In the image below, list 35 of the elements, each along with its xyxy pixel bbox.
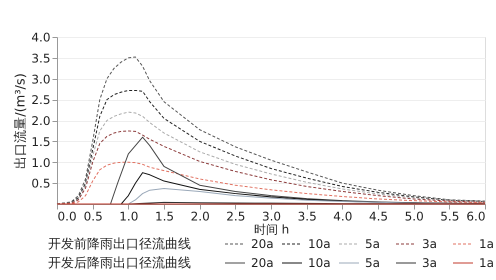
y-axis-title: 出口流量/(m³/s): [12, 73, 28, 169]
legend-label: 10a: [308, 237, 331, 251]
x-tick-label: 4.5: [368, 210, 388, 224]
x-tick-label: 3.5: [298, 210, 317, 224]
y-tick-label: 0.5: [31, 176, 50, 191]
legend-label: 10a: [308, 256, 331, 270]
text: 开发后降雨出口径流曲线: [48, 255, 191, 271]
x-tick-label: 0.0: [58, 210, 77, 224]
text: 开发前降雨出口径流曲线: [48, 236, 191, 252]
legend-label: 1a: [479, 237, 494, 251]
legend-label: 5a: [365, 237, 380, 251]
legend-label: 20a: [251, 237, 274, 251]
legend-label: 5a: [365, 256, 380, 270]
x-tick-label: 6.0: [466, 210, 486, 224]
y-tick-label: 3.5: [31, 51, 50, 66]
x-axis-title: 时间 h: [254, 222, 290, 236]
x-tick-label: 5.5: [440, 210, 460, 224]
y-tick-label: 3.0: [31, 72, 50, 86]
y-tick-label: 1.5: [31, 134, 50, 149]
x-tick-label: 1.0: [119, 210, 138, 224]
y-tick-label: 1.0: [31, 156, 50, 170]
y-tick-label: 2.5: [31, 93, 50, 108]
legend-label: 1a: [479, 256, 494, 270]
y-tick-label: 2.0: [31, 114, 50, 128]
x-tick-label: 5.0: [404, 210, 424, 224]
x-tick-label: 2.5: [226, 210, 246, 224]
x-tick-label: 3.0: [262, 210, 282, 224]
y-tick-label: 4.0: [31, 30, 50, 44]
legend-label: 20a: [251, 256, 274, 270]
x-tick-label: 4.0: [333, 210, 352, 224]
legend-label: 3a: [422, 256, 437, 270]
x-tick-label: 2.0: [190, 210, 210, 224]
x-tick-label: 0.5: [84, 210, 103, 224]
x-tick-label: 1.5: [154, 210, 174, 224]
legend-label: 3a: [422, 237, 437, 251]
